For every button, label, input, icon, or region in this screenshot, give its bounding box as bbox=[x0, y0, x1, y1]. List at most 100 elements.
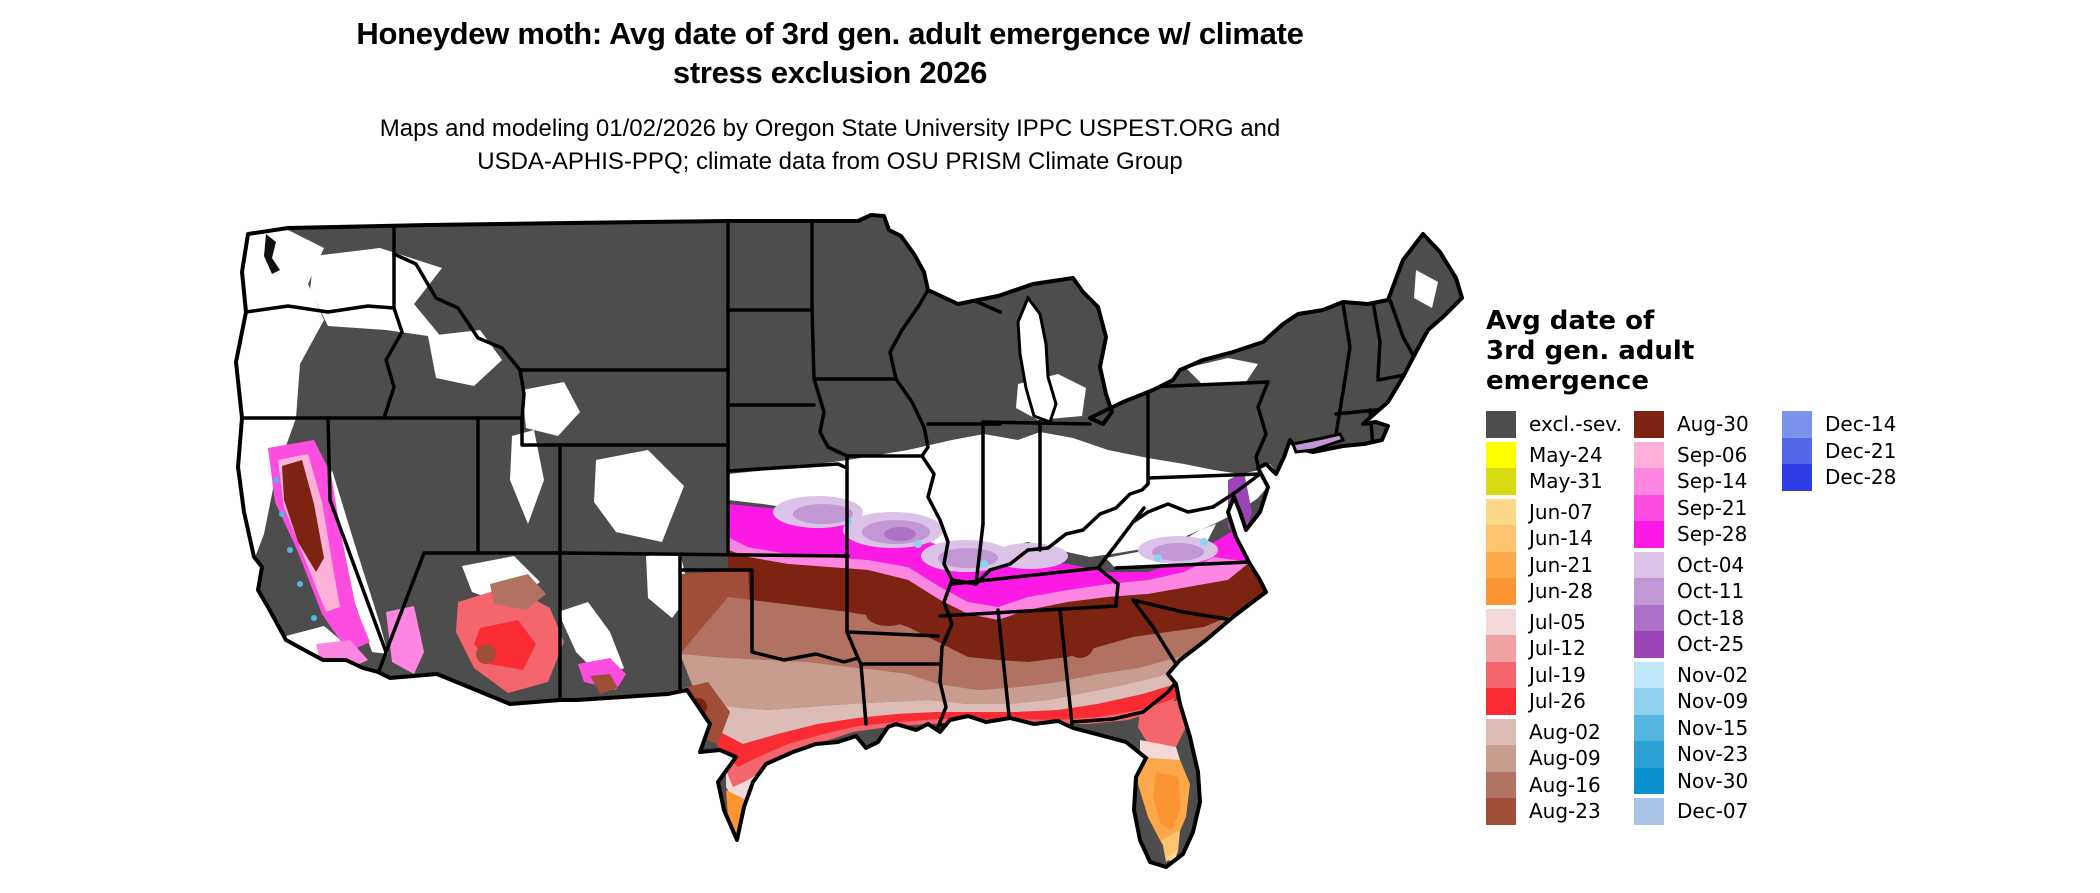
map-svg bbox=[234, 213, 1464, 869]
legend-row: Dec-21 bbox=[1782, 437, 1897, 464]
state-borders bbox=[240, 218, 1418, 742]
legend-row: Jul-26 bbox=[1486, 688, 1634, 715]
legend-swatch bbox=[1486, 718, 1516, 745]
legend-title-line-3: emergence bbox=[1486, 366, 1649, 396]
legend-label: Aug-23 bbox=[1529, 799, 1601, 824]
legend-swatch bbox=[1634, 551, 1664, 578]
legend-swatch bbox=[1486, 578, 1516, 605]
legend-swatch bbox=[1486, 771, 1516, 798]
legend-label: Sep-28 bbox=[1677, 522, 1748, 547]
legend-row: Jun-07 bbox=[1486, 498, 1634, 525]
legend-row: Nov-02 bbox=[1634, 661, 1782, 688]
legend-title-line-1: Avg date of bbox=[1486, 306, 1655, 336]
us-choropleth-map bbox=[228, 212, 1472, 888]
legend-row: Dec-07 bbox=[1634, 798, 1782, 825]
page-title: Honeydew moth: Avg date of 3rd gen. adul… bbox=[210, 14, 1450, 92]
legend-label: May-24 bbox=[1529, 442, 1603, 467]
legend-row: Aug-09 bbox=[1486, 745, 1634, 772]
legend-title-line-2: 3rd gen. adult bbox=[1486, 336, 1695, 366]
legend-swatch bbox=[1486, 551, 1516, 578]
legend-row: Oct-25 bbox=[1634, 631, 1782, 658]
legend-swatch bbox=[1782, 464, 1812, 491]
title-line-2: stress exclusion 2026 bbox=[672, 55, 988, 90]
legend-row: Jul-19 bbox=[1486, 661, 1634, 688]
us-outline bbox=[234, 213, 1464, 869]
subtitle-line-2: USDA-APHIS-PPQ; climate data from OSU PR… bbox=[477, 148, 1183, 175]
map-fill-layers bbox=[236, 215, 1462, 867]
legend-label: Nov-09 bbox=[1677, 689, 1749, 714]
legend-swatch bbox=[1634, 741, 1664, 768]
legend-swatch bbox=[1486, 468, 1516, 495]
legend-swatch bbox=[1486, 688, 1516, 715]
legend-swatch bbox=[1634, 578, 1664, 605]
legend-label: Jul-19 bbox=[1529, 662, 1586, 687]
legend-row: Aug-30 bbox=[1634, 411, 1782, 438]
legend-row: Jun-28 bbox=[1486, 578, 1634, 605]
legend-row: Jul-12 bbox=[1486, 635, 1634, 662]
legend-row: Aug-16 bbox=[1486, 771, 1634, 798]
legend-label: Dec-14 bbox=[1825, 412, 1897, 437]
legend-label: excl.-sev. bbox=[1529, 412, 1622, 437]
legend-label: Jun-07 bbox=[1529, 499, 1593, 524]
legend-row: Dec-14 bbox=[1782, 411, 1896, 438]
legend-swatch bbox=[1782, 437, 1812, 464]
legend-label: Dec-28 bbox=[1825, 465, 1897, 490]
legend-swatch bbox=[1486, 411, 1516, 438]
legend-label: May-31 bbox=[1529, 469, 1603, 494]
legend-label: Nov-15 bbox=[1677, 715, 1749, 740]
legend-swatch bbox=[1486, 441, 1516, 468]
legend-label: Sep-21 bbox=[1677, 495, 1748, 520]
legend-swatch bbox=[1486, 661, 1516, 688]
legend-swatch bbox=[1634, 714, 1664, 741]
legend-row: Jun-21 bbox=[1486, 551, 1634, 578]
legend-swatch bbox=[1634, 494, 1664, 521]
legend-row: Nov-15 bbox=[1634, 714, 1782, 741]
legend-label: Sep-06 bbox=[1677, 442, 1748, 467]
legend-label: Dec-07 bbox=[1677, 799, 1749, 824]
legend-label: Nov-30 bbox=[1677, 768, 1749, 793]
legend-swatch bbox=[1486, 635, 1516, 662]
legend-swatch bbox=[1782, 411, 1812, 438]
legend-label: Nov-23 bbox=[1677, 742, 1749, 767]
legend-label: Aug-02 bbox=[1529, 719, 1601, 744]
legend-row: Aug-23 bbox=[1486, 798, 1634, 825]
legend-label: Jul-05 bbox=[1529, 609, 1586, 634]
legend-title: Avg date of 3rd gen. adult emergence bbox=[1486, 306, 1896, 396]
legend-row: Oct-04 bbox=[1634, 551, 1782, 578]
legend-label: Oct-11 bbox=[1677, 579, 1745, 604]
legend-row: Oct-11 bbox=[1634, 578, 1782, 605]
legend-row: Jul-05 bbox=[1486, 608, 1634, 635]
legend-label: Jun-28 bbox=[1529, 579, 1593, 604]
legend-label: Sep-14 bbox=[1677, 469, 1748, 494]
legend-row: Dec-28 bbox=[1782, 464, 1896, 491]
subtitle-line-1: Maps and modeling 01/02/2026 by Oregon S… bbox=[379, 115, 1281, 142]
legend-swatch bbox=[1634, 441, 1664, 468]
legend-label: Aug-09 bbox=[1529, 746, 1601, 771]
puget-sound bbox=[264, 234, 280, 274]
legend-swatch bbox=[1486, 745, 1516, 772]
legend-label: Oct-04 bbox=[1677, 552, 1745, 577]
legend-row: Sep-06 bbox=[1634, 441, 1782, 468]
legend-column: Dec-14 Dec-21 Dec-28 bbox=[1782, 411, 1896, 491]
legend-column: Aug-30 Sep-06 Sep-14 Sep-21 Sep-28 Oct-04 Oct-… bbox=[1634, 411, 1782, 825]
legend-label: Dec-21 bbox=[1825, 438, 1897, 463]
page-subtitle: Maps and modeling 01/02/2026 by Oregon S… bbox=[210, 112, 1450, 178]
legend-row: Aug-02 bbox=[1486, 718, 1634, 745]
legend-label: Jun-21 bbox=[1529, 552, 1593, 577]
legend-swatch bbox=[1486, 608, 1516, 635]
legend-swatch bbox=[1634, 688, 1664, 715]
legend-columns: excl.-sev. May-24 May-31 Jun-07 Jun-14 Jun-21… bbox=[1486, 411, 1896, 825]
legend-swatch bbox=[1486, 798, 1516, 825]
legend-label: Oct-25 bbox=[1677, 632, 1745, 657]
legend-label: Jun-14 bbox=[1529, 526, 1593, 551]
legend-label: Jul-12 bbox=[1529, 636, 1586, 661]
legend-row: Nov-23 bbox=[1634, 741, 1782, 768]
legend-row: Jun-14 bbox=[1486, 525, 1634, 552]
legend-label: Aug-16 bbox=[1529, 772, 1601, 797]
legend-row: Oct-18 bbox=[1634, 604, 1782, 631]
legend-row: excl.-sev. bbox=[1486, 411, 1634, 438]
region-october-patches bbox=[773, 472, 1252, 572]
legend-row: May-31 bbox=[1486, 468, 1634, 495]
legend-row: May-24 bbox=[1486, 441, 1634, 468]
region-november-speckles bbox=[273, 477, 1208, 621]
